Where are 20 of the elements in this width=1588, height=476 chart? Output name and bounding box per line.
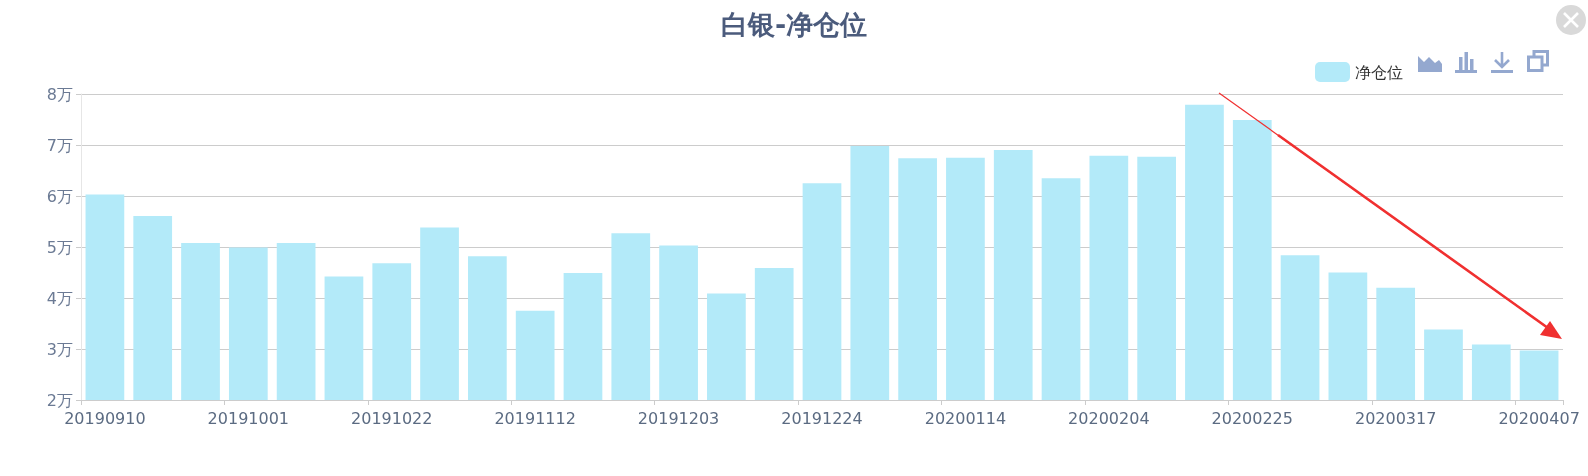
x-tick-label: 20191001: [207, 408, 290, 428]
x-tick-label: 20190910: [64, 408, 146, 428]
x-tick-label: 20191112: [494, 408, 576, 428]
chart-title: 白银-净仓位: [720, 9, 868, 40]
x-tick-label: 20200317: [1354, 408, 1437, 428]
x-tick-label: 20191224: [781, 408, 863, 428]
y-tick-label: 6万: [46, 186, 73, 206]
x-tick-label: 20200114: [924, 408, 1007, 428]
y-tick-label: 3万: [46, 339, 73, 359]
y-tick-label: 8万: [46, 84, 73, 104]
x-tick-label: 20200407: [1498, 408, 1580, 428]
y-tick-label: 2万: [46, 390, 73, 410]
y-tick-label: 5万: [46, 237, 73, 257]
x-tick-label: 20200225: [1211, 408, 1293, 428]
x-tick-label: 20191203: [637, 408, 720, 428]
legend-label: 净仓位: [1355, 62, 1403, 82]
x-tick-label: 20200204: [1068, 408, 1150, 428]
x-tick-label: 20191022: [351, 408, 433, 428]
y-tick-label: 4万: [46, 288, 73, 308]
y-tick-label: 7万: [46, 135, 73, 155]
